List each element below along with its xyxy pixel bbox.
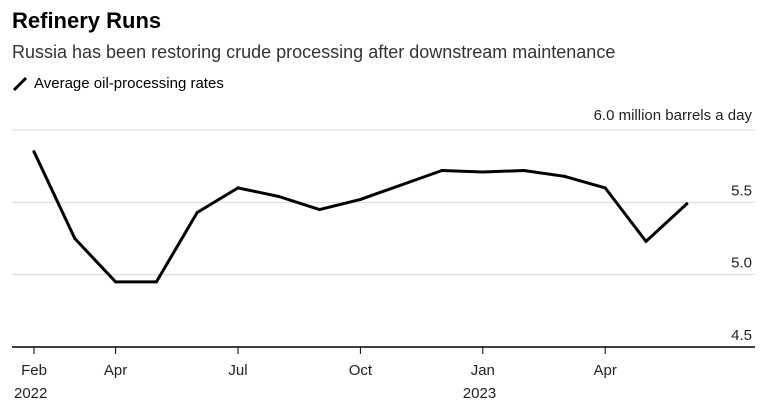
data-point: [277, 195, 281, 199]
y-tick-label: 5.0: [731, 255, 752, 272]
y-axis-ticks: 5.5 5.0 4.5: [731, 182, 752, 344]
data-point: [195, 210, 199, 214]
x-tick-label: Jan: [471, 362, 495, 379]
x-tick-label: Apr: [104, 362, 127, 379]
data-point: [603, 186, 607, 190]
x-tick-label: Feb: [21, 362, 47, 379]
series-line: [32, 150, 689, 284]
data-point: [685, 202, 689, 206]
y-tick-label: 5.5: [731, 182, 752, 199]
data-point: [522, 169, 526, 173]
x-tick-label: Apr: [594, 362, 617, 379]
legend: Average oil-processing rates: [12, 75, 224, 92]
x-year-label: 2023: [463, 385, 496, 402]
data-point: [358, 197, 362, 201]
data-point: [399, 183, 403, 187]
chart-title: Refinery Runs: [12, 8, 162, 33]
chart-subtitle: Russia has been restoring crude processi…: [12, 42, 616, 62]
data-point: [236, 186, 240, 190]
x-axis: Feb 2022 Apr Jul Oct Jan 2023 Apr: [12, 346, 755, 402]
x-year-label: 2022: [14, 385, 47, 402]
y-tick-label: 4.5: [731, 327, 752, 344]
diagonal-line-icon: [12, 76, 28, 91]
data-point: [154, 280, 158, 284]
x-tick-label: Jul: [228, 362, 247, 379]
legend-label: Average oil-processing rates: [34, 75, 224, 92]
data-point: [32, 150, 36, 154]
data-point: [318, 208, 322, 212]
grid: [12, 129, 755, 276]
y-unit-label: 6.0 million barrels a day: [594, 107, 753, 124]
series: [32, 150, 689, 284]
data-point: [562, 174, 566, 178]
data-point: [481, 170, 485, 174]
data-point: [440, 169, 444, 173]
data-point: [644, 239, 648, 243]
data-point: [73, 237, 77, 240]
x-tick-label: Oct: [349, 362, 373, 379]
data-point: [114, 280, 118, 284]
